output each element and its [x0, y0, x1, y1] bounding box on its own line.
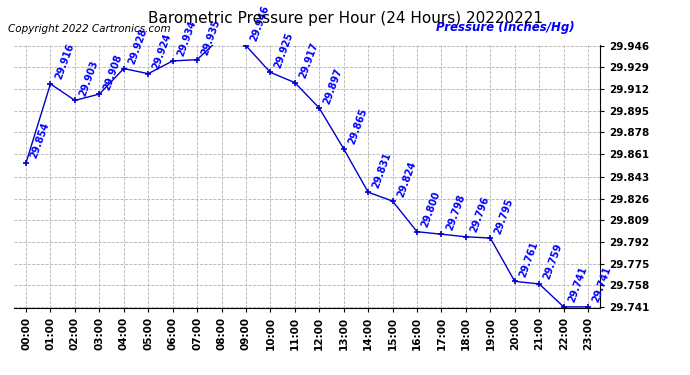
Text: 29.903: 29.903 [78, 59, 100, 98]
Text: 29.796: 29.796 [469, 195, 491, 234]
Text: 29.854: 29.854 [29, 122, 51, 160]
Text: Barometric Pressure per Hour (24 Hours) 20220221: Barometric Pressure per Hour (24 Hours) … [148, 11, 542, 26]
Text: 29.935: 29.935 [200, 18, 222, 57]
Text: Copyright 2022 Cartronics.com: Copyright 2022 Cartronics.com [8, 24, 170, 34]
Text: 29.925: 29.925 [273, 31, 295, 70]
Text: 29.759: 29.759 [542, 243, 564, 281]
Text: 29.865: 29.865 [346, 107, 368, 146]
Text: 29.795: 29.795 [493, 196, 515, 235]
Text: 29.741: 29.741 [591, 266, 613, 304]
Text: 29.946: 29.946 [248, 4, 271, 43]
Text: 29.800: 29.800 [420, 190, 442, 229]
Text: Pressure (Inches/Hg): Pressure (Inches/Hg) [436, 21, 575, 34]
Text: 29.824: 29.824 [395, 159, 417, 198]
Text: 29.934: 29.934 [175, 20, 197, 58]
Text: 29.798: 29.798 [444, 193, 466, 231]
Text: 29.917: 29.917 [297, 41, 320, 80]
Text: 29.741: 29.741 [566, 266, 589, 304]
Text: 29.831: 29.831 [371, 151, 393, 189]
Text: 29.916: 29.916 [53, 42, 75, 81]
Text: 29.897: 29.897 [322, 66, 344, 105]
Text: 29.953: 29.953 [0, 374, 1, 375]
Text: 29.908: 29.908 [102, 53, 124, 91]
Text: 29.761: 29.761 [518, 240, 540, 279]
Text: 29.924: 29.924 [151, 32, 173, 71]
Text: 29.928: 29.928 [126, 27, 149, 66]
